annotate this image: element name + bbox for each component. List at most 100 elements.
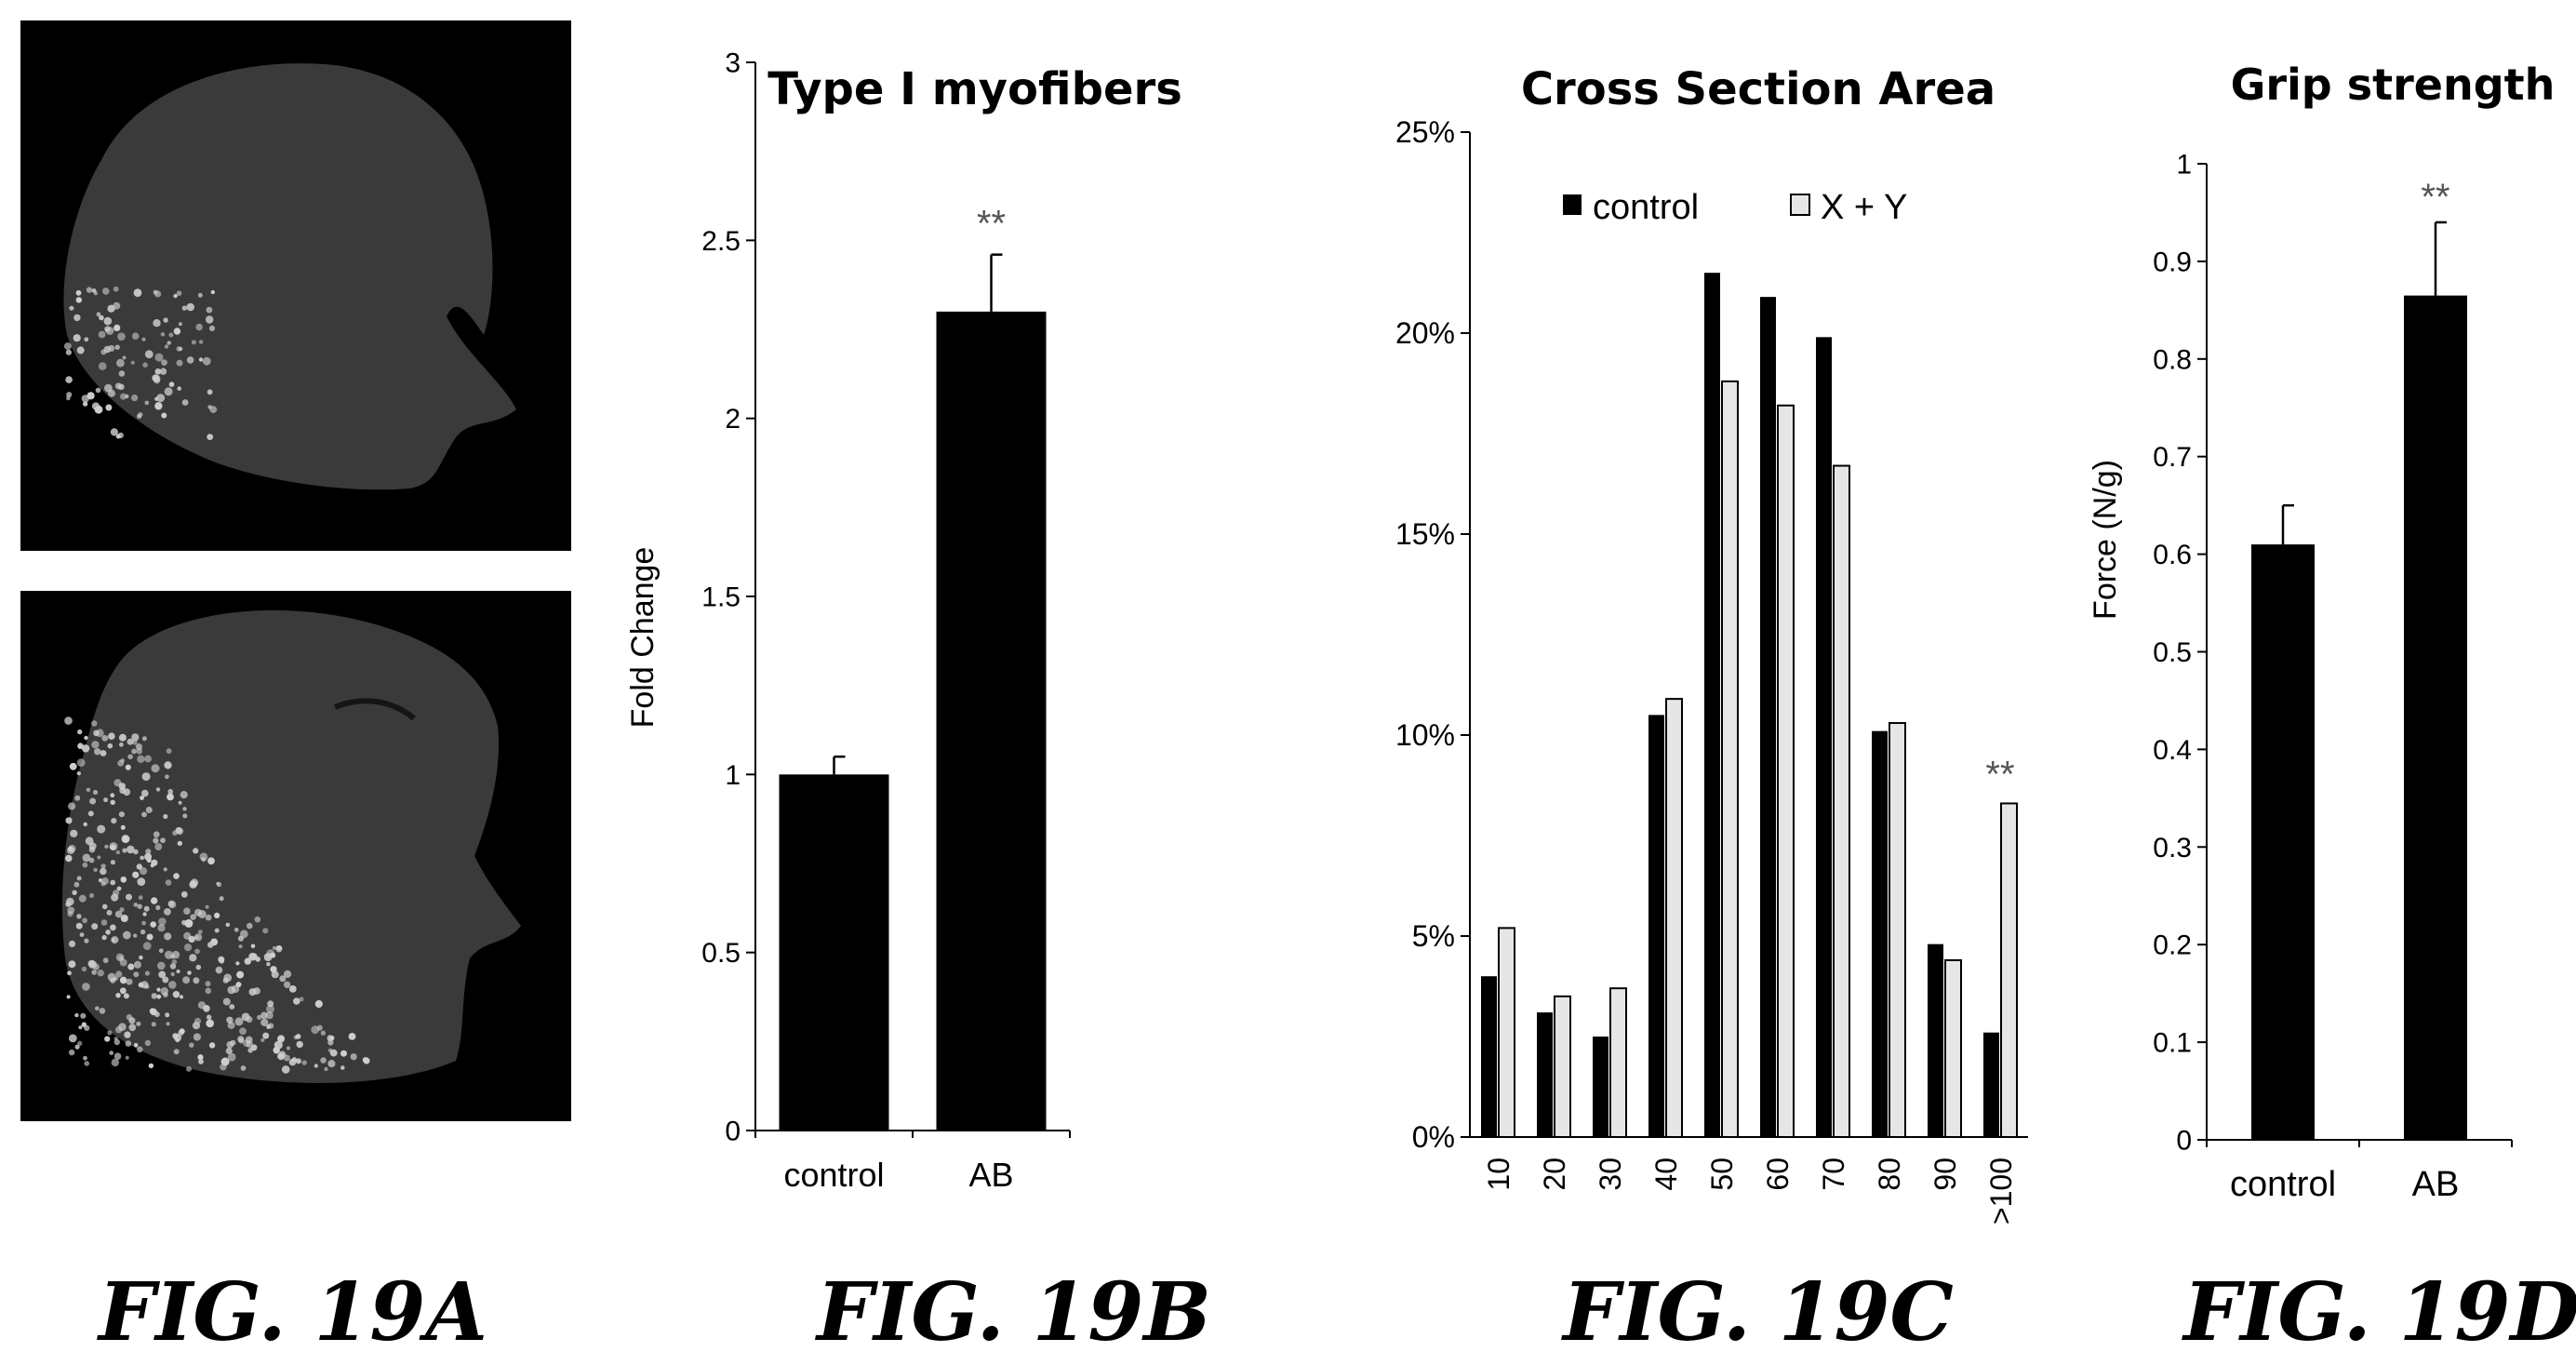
- fiber-dot: [126, 1013, 133, 1021]
- legend-label-control: control: [1593, 188, 1699, 227]
- fiber-dot: [84, 938, 89, 943]
- fiber-dot: [77, 729, 83, 735]
- bar-control: [1928, 943, 1943, 1137]
- fiber-dot: [154, 402, 163, 410]
- fiber-dot: [84, 735, 88, 741]
- chart-title: Grip strength: [2231, 60, 2556, 110]
- fiber-dot: [198, 1059, 204, 1064]
- fiber-dot: [144, 970, 150, 976]
- fiber-dot: [92, 789, 99, 796]
- fiber-dot: [75, 297, 83, 303]
- fiber-dot: [165, 774, 169, 780]
- fiber-dot: [136, 1021, 141, 1026]
- fiber-dot: [96, 312, 101, 317]
- y-tick-label: 3: [725, 48, 741, 79]
- significance-marker: **: [1985, 754, 2014, 795]
- fiber-dot: [78, 894, 87, 903]
- fiber-dot: [103, 316, 113, 326]
- fiber-dot: [193, 1033, 201, 1041]
- fiber-dot: [113, 286, 119, 292]
- fiber-dot: [272, 945, 276, 950]
- fiber-dot: [288, 985, 297, 993]
- x-tick-label: AB: [2412, 1165, 2460, 1204]
- fiber-dot: [98, 330, 106, 339]
- fiber-dot: [91, 923, 99, 930]
- fiber-dot: [116, 886, 122, 891]
- y-tick-label: 2: [725, 404, 741, 435]
- fig-19d-marks: 0 0.1 0.2 0.3 0.4 0.5 0.6 0.7 0.8 0.9 1 control AB **: [2153, 150, 2513, 1204]
- fiber-dot: [209, 406, 218, 413]
- fiber-dot: [109, 1051, 113, 1055]
- fiber-dot: [86, 787, 91, 793]
- fiber-dot: [225, 1047, 233, 1055]
- fiber-dot: [241, 1012, 250, 1022]
- fiber-dot: [140, 981, 149, 989]
- y-axis-label: Fold Change: [625, 547, 661, 729]
- fiber-dot: [262, 928, 269, 934]
- fiber-dot: [155, 904, 161, 911]
- fiber-dot: [107, 743, 113, 749]
- fiber-dot: [107, 1030, 113, 1036]
- bar-control: [1648, 715, 1664, 1137]
- bar-xy: [1944, 958, 1962, 1139]
- fiber-dot: [142, 942, 152, 950]
- fiber-dot: [84, 337, 89, 342]
- fiber-dot: [119, 787, 127, 795]
- muscle-section-bottom: [61, 609, 521, 1083]
- fiber-dot: [327, 1060, 336, 1068]
- fiber-dot: [95, 387, 101, 394]
- chart-legend: control X + Y: [1563, 188, 1907, 227]
- fiber-dot: [166, 748, 172, 755]
- fiber-dot: [197, 1054, 204, 1061]
- fiber-dot: [327, 1035, 334, 1041]
- bar-control: [1760, 297, 1776, 1137]
- fiber-dot: [350, 1053, 357, 1061]
- fiber-dot: [114, 382, 122, 390]
- fiber-dot: [265, 1011, 274, 1020]
- fiber-dot: [91, 288, 97, 293]
- fiber-dot: [225, 922, 231, 928]
- fiber-dot: [137, 877, 146, 886]
- y-tick-label: 10%: [1395, 718, 1455, 752]
- fiber-dot: [142, 362, 148, 368]
- fiber-dots-top: [63, 286, 218, 440]
- bar-control: [1537, 1012, 1553, 1137]
- fiber-dot: [180, 791, 188, 799]
- fiber-dot: [97, 970, 104, 977]
- fiber-dot: [165, 879, 172, 886]
- fiber-dot: [110, 844, 116, 850]
- fiber-dot: [166, 1022, 170, 1026]
- legend-swatch-xy: [1790, 194, 1810, 216]
- fiber-dot: [299, 997, 304, 1002]
- x-tick-label: 30: [1594, 1158, 1627, 1191]
- fiber-dot: [82, 853, 91, 863]
- tissue-fold-line: [333, 698, 416, 721]
- fiber-dot: [176, 827, 184, 836]
- fiber-dot: [279, 975, 287, 983]
- fiber-dot: [240, 1065, 247, 1071]
- fiber-dot: [173, 1049, 180, 1055]
- fiber-dot: [83, 1055, 87, 1061]
- fiber-dot: [100, 863, 106, 869]
- fiber-dot: [89, 893, 94, 898]
- bar-control: [1481, 976, 1497, 1137]
- fiber-dot: [63, 342, 72, 351]
- bar: [779, 774, 889, 1131]
- fiber-dot: [151, 897, 158, 904]
- fiber-dot: [128, 1024, 137, 1032]
- fiber-dot: [144, 350, 153, 359]
- fiber-dot: [143, 905, 150, 912]
- fiber-dot: [277, 1035, 286, 1043]
- fiber-dot: [223, 973, 233, 983]
- fiber-dot: [114, 910, 123, 918]
- fiber-dot: [172, 991, 180, 998]
- fig-19a-micrographs: [20, 20, 571, 1121]
- figure-label-19d: FIG. 19D: [2181, 1265, 2576, 1359]
- fiber-dot: [260, 1018, 269, 1026]
- fiber-dot: [266, 962, 271, 967]
- fiber-dot: [94, 748, 101, 756]
- fiber-dot: [119, 987, 127, 995]
- fiber-dot: [117, 332, 126, 341]
- fiber-dot: [110, 793, 115, 798]
- fiber-dot: [164, 950, 173, 959]
